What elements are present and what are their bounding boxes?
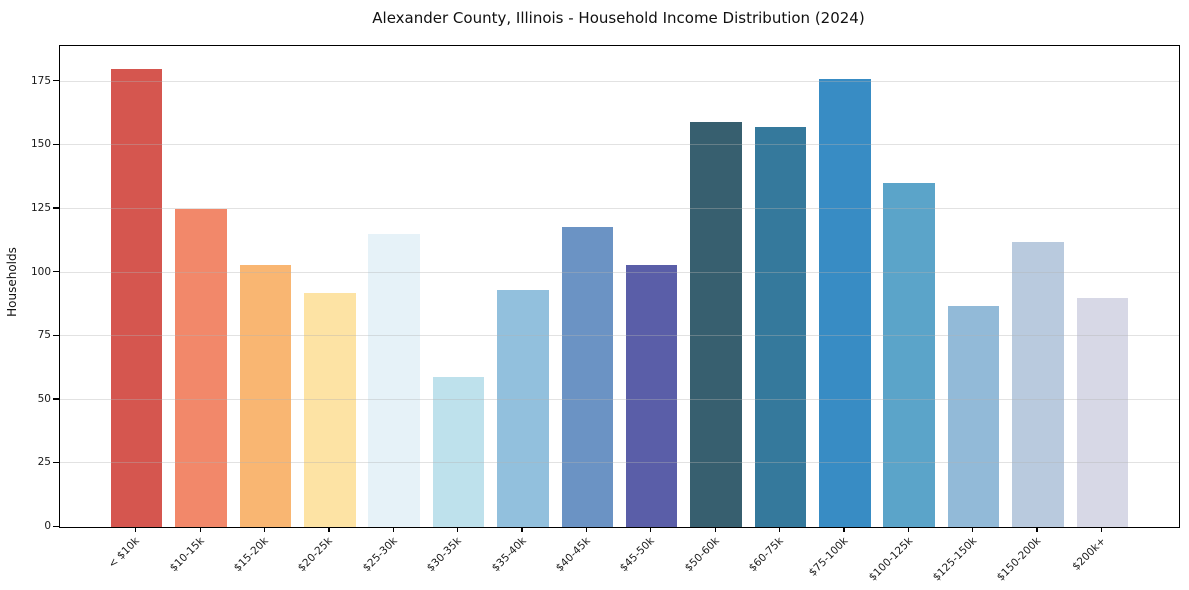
bar-$60-75k [754, 127, 807, 527]
x-tick-label-11: $75-100k [806, 535, 851, 579]
y-tick-mark-75 [53, 334, 59, 336]
y-tick-mark-25 [53, 461, 59, 464]
chart-title: Alexander County, Illinois - Household I… [372, 9, 865, 27]
x-tick-mark-3 [328, 527, 330, 533]
y-tick-mark-0 [53, 525, 59, 527]
gridline-y75 [60, 335, 1179, 337]
x-tick-label-13: $125-150k [930, 535, 980, 584]
gridline-y125 [60, 207, 1179, 209]
y-tick-label-50: 50 [37, 392, 51, 405]
y-tick-mark-100 [53, 271, 59, 273]
bar-$20-25k [304, 292, 356, 527]
bar-$40-45k [561, 226, 614, 527]
x-tick-mark-1 [199, 527, 201, 533]
bar-$35-40k [497, 290, 549, 527]
x-tick-label-10: $60-75k [746, 535, 786, 575]
gridline-y100 [60, 271, 1179, 273]
x-tick-label-1: $10-15k [167, 535, 207, 575]
gridline-y175 [60, 80, 1179, 82]
bar-$30-35k [432, 376, 485, 527]
x-tick-mark-14 [1036, 527, 1038, 533]
x-tick-label-8: $45-50k [618, 535, 658, 575]
x-tick-mark-7 [585, 527, 588, 533]
y-tick-mark-125 [53, 207, 59, 209]
x-tick-mark-15 [1100, 527, 1103, 533]
bar-$75-100k [819, 79, 871, 527]
x-tick-mark-4 [392, 527, 394, 533]
x-tick-mark-5 [457, 527, 459, 533]
x-tick-label-9: $50-60k [682, 535, 722, 575]
x-tick-mark-11 [843, 527, 845, 533]
y-tick-label-125: 125 [30, 201, 51, 214]
bar-$150-200k [1012, 241, 1064, 527]
gridline-y50 [60, 398, 1179, 400]
x-tick-mark-12 [907, 527, 910, 533]
plot-area [59, 45, 1180, 528]
x-tick-mark-8 [650, 527, 652, 533]
x-tick-label-3: $20-25k [296, 535, 336, 575]
y-tick-label-150: 150 [30, 138, 51, 151]
x-tick-label-2: $15-20k [231, 535, 271, 575]
y-tick-label-75: 75 [37, 329, 51, 342]
x-tick-mark-9 [714, 527, 716, 533]
x-tick-label-14: $150-200k [994, 535, 1044, 584]
x-tick-mark-2 [263, 527, 266, 533]
y-tick-label-175: 175 [30, 74, 51, 87]
x-tick-label-0: < $10k [106, 535, 143, 571]
x-tick-mark-6 [521, 527, 523, 533]
x-tick-label-5: $30-35k [424, 535, 465, 575]
bar-$25-30k [368, 234, 420, 527]
bar-$125-150k [947, 305, 1000, 527]
bar-$100-125k [883, 183, 935, 527]
y-tick-mark-150 [53, 143, 59, 146]
x-tick-mark-0 [135, 527, 137, 533]
bar-$10-15k [175, 208, 227, 527]
y-tick-mark-50 [53, 398, 59, 400]
gridline-y25 [60, 462, 1179, 464]
x-tick-label-6: $35-40k [489, 535, 529, 575]
x-tick-mark-10 [778, 527, 781, 533]
x-tick-label-7: $40-45k [553, 535, 593, 575]
x-tick-mark-13 [972, 527, 974, 533]
x-tick-label-4: $25-30k [360, 535, 400, 575]
bar-$15-20k [239, 264, 292, 527]
bar-< $10k [110, 68, 163, 527]
y-tick-label-25: 25 [37, 456, 51, 469]
x-tick-label-12: $100-125k [866, 535, 915, 584]
bar-$50-60k [690, 122, 742, 527]
y-tick-label-100: 100 [30, 265, 51, 278]
y-axis-label: Households [5, 247, 19, 317]
bar-$45-50k [625, 264, 678, 527]
gridline-y150 [60, 144, 1179, 146]
y-tick-mark-175 [53, 80, 59, 82]
bar-$200k+ [1076, 297, 1129, 527]
y-tick-label-0: 0 [44, 520, 51, 532]
x-tick-label-15: $200k+ [1069, 535, 1108, 573]
